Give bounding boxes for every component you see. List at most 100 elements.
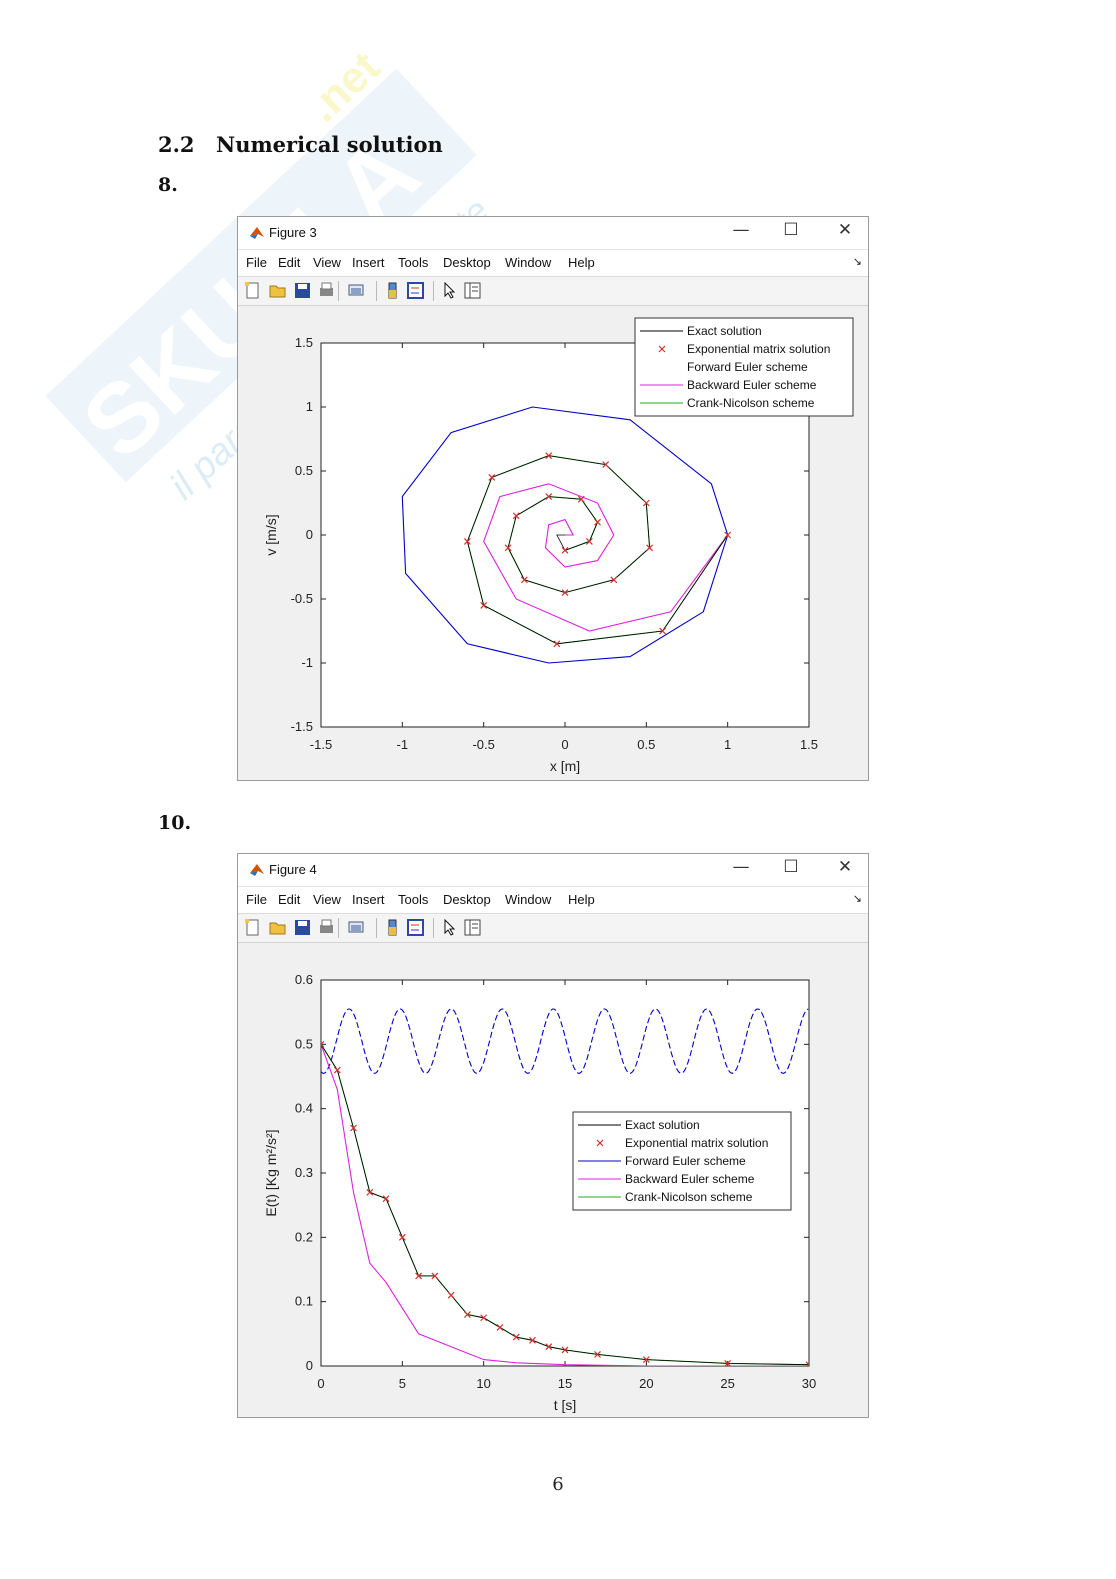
save-icon[interactable] [294,282,311,299]
y-tick-label: 0.6 [295,972,313,987]
pointer-icon[interactable] [441,918,458,936]
matlab-logo-icon [249,862,265,878]
figure-toolbar [238,276,868,306]
series-marker-exponential-matrix-solution [553,640,561,648]
legend-swatch [658,345,666,353]
property-inspector-icon[interactable] [464,919,481,936]
link-plot-icon[interactable] [348,919,365,936]
maximize-button[interactable]: ☐ [783,857,799,877]
y-axis-label: E(t) [Kg m²/s²] [263,1129,279,1216]
legend-entry: Exact solution [687,324,762,338]
menu-tools[interactable]: Tools [398,892,429,907]
chart: -1.5 -1 -0.5 0 0.5 1 1.5 -1.5 -1 -0.5 0 0.5 1 1.5 x [m… [263,317,854,774]
open-folder-icon[interactable] [269,919,286,936]
series-marker-exponential-matrix-solution [594,518,601,526]
menu-insert[interactable]: Insert [352,892,385,907]
legend-entry: Exact solution [625,1118,700,1132]
legend-icon[interactable] [407,282,424,299]
title-bar: Figure 3 — ☐ ✕ [238,217,868,250]
window-title: Figure 4 [269,862,317,877]
save-icon[interactable] [294,919,311,936]
legend-entry: Crank-Nicolson scheme [687,396,815,410]
y-tick-label: -0.5 [291,591,313,606]
series-marker-exponential-matrix-solution [398,1233,406,1241]
x-tick-label: -1 [397,737,409,752]
property-inspector-icon[interactable] [464,282,481,299]
y-tick-label: 1 [306,399,313,414]
legend[interactable] [634,317,854,417]
series-marker-exponential-matrix-solution [520,576,528,584]
new-file-icon[interactable] [244,282,261,299]
menu-desktop[interactable]: Desktop [443,255,491,270]
series-marker-exponential-matrix-solution [382,1195,390,1203]
toolbar-separator [338,918,339,938]
print-icon[interactable] [318,919,335,936]
series-marker-exponential-matrix-solution [585,537,593,545]
question-number: 10. [158,812,192,834]
menu-window[interactable]: Window [505,892,552,907]
menu-file[interactable]: File [246,892,267,907]
link-plot-icon[interactable] [348,282,365,299]
x-tick-label: -1.5 [310,737,332,752]
section-title: Numerical solution [216,132,443,157]
y-tick-label: 0 [306,527,313,542]
series-line-exact-solution [466,455,729,645]
y-tick-label: 0.3 [295,1165,313,1180]
new-file-icon[interactable] [244,919,261,936]
series-marker-exponential-matrix-solution [545,493,553,501]
minimize-button[interactable]: — [732,220,750,240]
dock-arrow-icon[interactable]: ↘ [852,893,862,905]
close-button[interactable]: ✕ [837,220,853,240]
series-marker-exponential-matrix-solution [463,537,471,545]
dock-arrow-icon[interactable]: ↘ [852,256,862,268]
y-tick-label: 0.2 [295,1229,313,1244]
series-marker-exponential-matrix-solution [724,531,732,539]
figure-window: Figure 4 — ☐ ✕ File Edit View Insert Tools Deskto… [237,853,869,1418]
series-marker-exponential-matrix-solution [561,546,569,554]
matlab-logo-icon [249,225,265,241]
print-icon[interactable] [318,282,335,299]
x-tick-label: 25 [720,1376,734,1391]
menu-edit[interactable]: Edit [278,255,301,270]
menu-insert[interactable]: Insert [352,255,385,270]
menu-desktop[interactable]: Desktop [443,892,491,907]
legend-entry: Backward Euler scheme [625,1172,755,1186]
y-tick-label: -1 [301,655,313,670]
series-marker-exponential-matrix-solution [333,1066,341,1074]
series-marker-exponential-matrix-solution [350,1124,357,1132]
series-marker-exponential-matrix-solution [512,512,520,520]
maximize-button[interactable]: ☐ [783,220,799,240]
x-tick-label: 0.5 [637,737,655,752]
colorbar-icon[interactable] [384,282,401,299]
menu-file[interactable]: File [246,255,267,270]
series-marker-exponential-matrix-solution [646,544,654,552]
y-tick-label: 0.1 [295,1294,313,1309]
menu-help[interactable]: Help [568,892,595,907]
open-folder-icon[interactable] [269,282,286,299]
legend-entry: Crank-Nicolson scheme [625,1190,753,1204]
menu-help[interactable]: Help [568,255,595,270]
legend-entry: Backward Euler scheme [687,378,817,392]
x-tick-label: 10 [476,1376,490,1391]
legend-icon[interactable] [407,919,424,936]
series-line-forward-euler-scheme [401,406,729,664]
close-button[interactable]: ✕ [837,857,853,877]
menu-view[interactable]: View [313,255,341,270]
toolbar-separator [376,281,377,301]
colorbar-icon[interactable] [384,919,401,936]
menu-window[interactable]: Window [505,255,552,270]
series-marker-exponential-matrix-solution [431,1272,439,1280]
toolbar-separator [433,281,434,301]
menu-view[interactable]: View [313,892,341,907]
y-tick-label: 0.4 [295,1101,313,1116]
legend-entry: Exponential matrix solution [625,1136,768,1150]
y-tick-label: 1.5 [295,335,313,350]
section-number: 2.2 [158,132,195,157]
minimize-button[interactable]: — [732,857,750,877]
series-marker-exponential-matrix-solution [545,452,553,460]
pointer-icon[interactable] [441,281,458,299]
menu-edit[interactable]: Edit [278,892,301,907]
title-bar: Figure 4 — ☐ ✕ [238,854,868,887]
menu-tools[interactable]: Tools [398,255,429,270]
series-marker-exponential-matrix-solution [512,1333,520,1341]
